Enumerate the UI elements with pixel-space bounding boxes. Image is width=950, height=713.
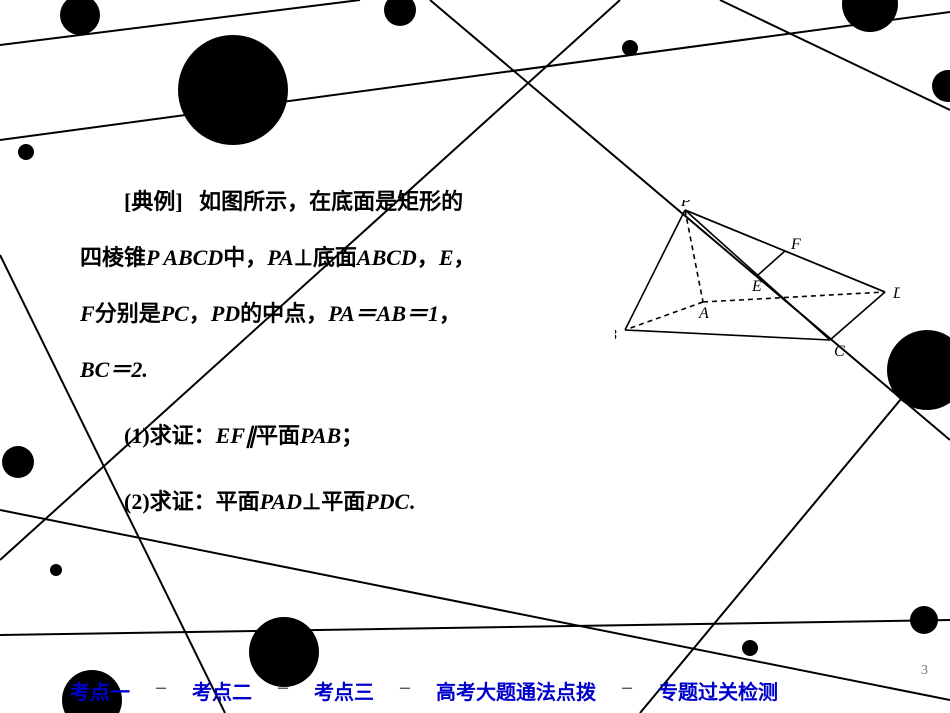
term-pdc: PDC (365, 489, 409, 514)
nav-link-4[interactable]: 专题过关检测 (658, 676, 778, 705)
l2e2: ， (454, 245, 476, 270)
svg-text:A: A (698, 305, 709, 322)
term-pab: PAB (300, 423, 341, 448)
svg-text:E: E (751, 278, 762, 295)
term-abcd: ABCD (357, 245, 417, 270)
term-e: E (439, 245, 454, 270)
svg-text:F: F (790, 236, 801, 253)
nav-link-2[interactable]: 考点三 (314, 676, 374, 705)
svg-text:B: B (615, 327, 617, 344)
svg-text:C: C (834, 343, 845, 360)
problem-line-3: F分别是PC，PD的中点，PA＝AB＝1， (80, 292, 600, 336)
q1a: (1)求证： (124, 423, 216, 448)
bottom-nav: 考点一–考点二–考点三–高考大题通法点拨–专题过关检测 (0, 676, 950, 705)
nav-link-0[interactable]: 考点一 (70, 676, 130, 705)
term-ef: EF∥ (216, 423, 256, 448)
problem-line-2: 四棱锥P ABCD中，PA⊥底面ABCD，E， (80, 236, 600, 280)
term-pabcd: P ABCD (146, 245, 223, 270)
term-paab: PA＝AB＝1 (328, 301, 439, 326)
l3b: ， (189, 301, 211, 326)
problem-text: [典例] 如图所示，在底面是矩形的 四棱锥P ABCD中，PA⊥底面ABCD，E… (80, 180, 600, 546)
page-number: 3 (921, 663, 928, 679)
term-pad: PAD (260, 489, 302, 514)
geometry-figure: P A B C D E F (615, 200, 900, 360)
q1b: 平面 (256, 423, 300, 448)
q1c: ； (341, 423, 363, 448)
problem-line-4: BC＝2. (80, 348, 600, 392)
example-label: [典例] (124, 189, 183, 214)
line1-text: 如图所示，在底面是矩形的 (199, 189, 463, 214)
term-bc: BC＝2. (80, 357, 148, 382)
nav-link-3[interactable]: 高考大题通法点拨 (436, 676, 596, 705)
l3d: ， (439, 301, 461, 326)
l3c: 的中点， (240, 301, 328, 326)
question-2: (2)求证：平面PAD⊥平面PDC. (80, 480, 600, 524)
q2c: . (409, 489, 415, 514)
nav-separator: – (622, 676, 632, 705)
nav-separator: – (400, 676, 410, 705)
l2c: ⊥底面 (294, 245, 357, 270)
svg-text:D: D (892, 285, 900, 302)
term-pc: PC (161, 301, 189, 326)
q2a: (2)求证：平面 (124, 489, 260, 514)
q2b: ⊥平面 (302, 489, 365, 514)
nav-link-1[interactable]: 考点二 (192, 676, 252, 705)
figure-svg: P A B C D E F (615, 200, 900, 360)
question-1: (1)求证：EF∥平面PAB； (80, 414, 600, 458)
l2a: 四棱锥 (80, 245, 146, 270)
svg-text:P: P (680, 200, 691, 210)
term-f: F (80, 301, 95, 326)
slide-stage: [典例] 如图所示，在底面是矩形的 四棱锥P ABCD中，PA⊥底面ABCD，E… (0, 0, 950, 713)
l2d: ， (417, 245, 439, 270)
l3a: 分别是 (95, 301, 161, 326)
l2b: 中， (223, 245, 267, 270)
term-pa: PA (267, 245, 293, 270)
nav-separator: – (278, 676, 288, 705)
term-pd: PD (211, 301, 240, 326)
problem-line-1: [典例] 如图所示，在底面是矩形的 (80, 180, 600, 224)
nav-separator: – (156, 676, 166, 705)
